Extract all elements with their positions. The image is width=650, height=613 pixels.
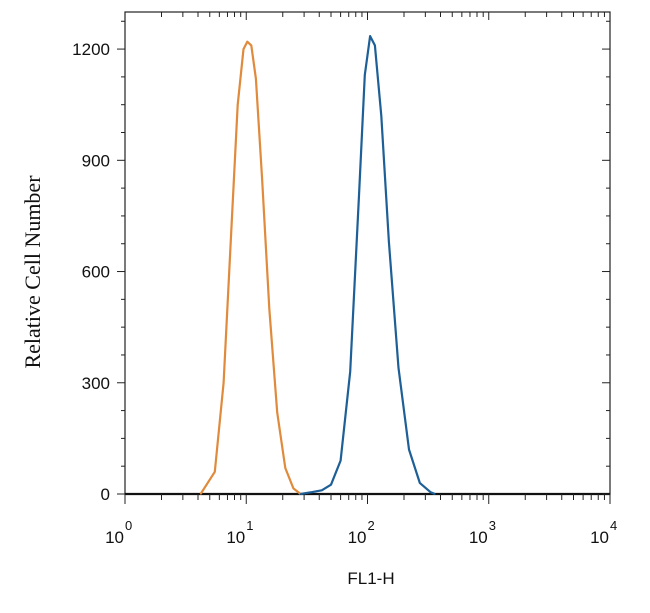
series-line-1 [199, 40, 302, 495]
data-point [242, 48, 245, 50]
data-point [340, 460, 342, 462]
y-axis-title: Relative Cell Number [20, 175, 45, 369]
series-layer [199, 35, 436, 496]
data-point [374, 44, 376, 47]
data-point [268, 308, 270, 310]
x-tick-base: 10 [226, 528, 245, 547]
data-point [408, 448, 410, 451]
series-line-2 [300, 35, 436, 496]
y-tick-label: 900 [82, 151, 110, 170]
data-point [419, 482, 421, 484]
data-point [349, 371, 351, 373]
data-point [214, 471, 216, 473]
data-point [299, 493, 302, 495]
data-point [255, 78, 257, 80]
y-tick-label: 600 [82, 263, 110, 282]
data-point [388, 241, 390, 243]
data-point [434, 493, 436, 495]
data-point [369, 35, 371, 37]
data-point [292, 487, 294, 489]
x-tick-base: 10 [348, 528, 367, 547]
data-point [237, 104, 239, 106]
data-point [364, 74, 366, 76]
x-tick-exponent: 4 [610, 518, 617, 533]
x-tick-exponent: 1 [246, 518, 253, 533]
data-point [284, 467, 286, 469]
data-point [380, 115, 382, 117]
data-point [330, 484, 332, 486]
x-tick-base: 10 [105, 528, 124, 547]
data-point [230, 233, 232, 236]
data-point [358, 196, 360, 198]
data-point [276, 411, 278, 413]
data-point [429, 491, 431, 493]
x-tick-label: 101 [226, 518, 253, 547]
x-tick-base: 10 [590, 528, 609, 547]
data-point [397, 367, 400, 369]
x-tick-label: 100 [105, 518, 132, 547]
y-tick-label: 300 [82, 374, 110, 393]
y-tick-label: 0 [101, 485, 110, 504]
x-tick-exponent: 3 [489, 518, 496, 533]
x-tick-exponent: 0 [125, 518, 132, 533]
data-point [223, 382, 225, 384]
data-point [321, 489, 323, 491]
x-tick-label: 103 [469, 518, 496, 547]
x-axis-title: FL1-H [347, 569, 394, 588]
data-point [311, 491, 313, 493]
x-tick-exponent: 2 [368, 518, 375, 533]
data-point [250, 44, 252, 47]
plot-frame [124, 11, 611, 495]
x-tick-label: 104 [590, 518, 617, 547]
x-tick-label: 102 [348, 518, 375, 547]
y-tick-label: 1200 [72, 40, 110, 59]
data-point [200, 493, 202, 495]
tick-marks [117, 12, 611, 504]
data-point [246, 41, 248, 43]
data-point [261, 178, 263, 180]
x-tick-base: 10 [469, 528, 488, 547]
